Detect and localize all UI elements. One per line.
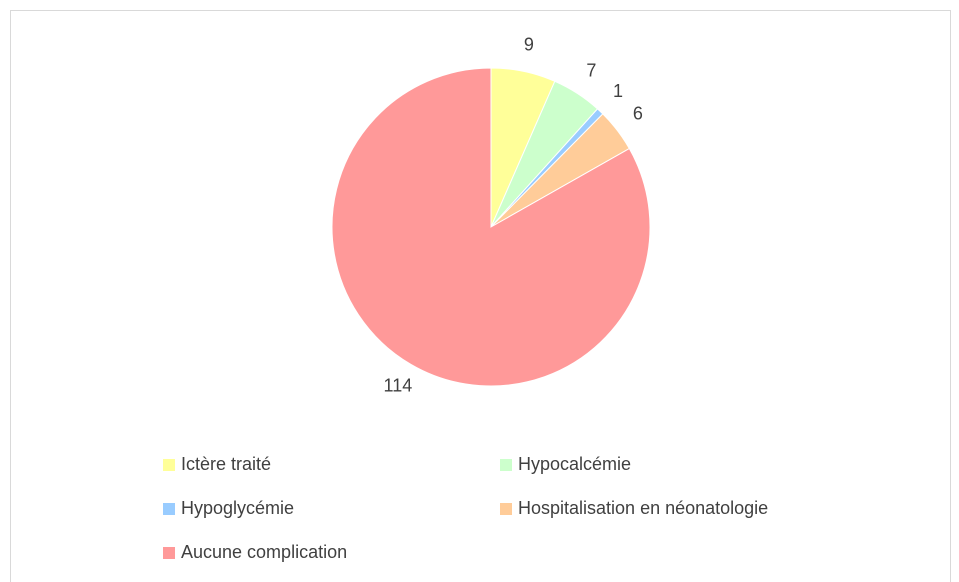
legend-swatch (500, 503, 512, 515)
legend-label: Ictère traité (181, 454, 271, 474)
legend-swatch (163, 547, 175, 559)
data-label: 1 (613, 81, 623, 101)
legend-label: Aucune complication (181, 542, 347, 562)
legend-label: Hospitalisation en néonatologie (518, 498, 768, 518)
data-label: 114 (384, 376, 413, 396)
data-label: 9 (524, 35, 534, 55)
legend-swatch (163, 459, 175, 471)
pie-slice (331, 67, 651, 387)
legend-swatch (163, 503, 175, 515)
legend-label: Hypoglycémie (181, 498, 294, 518)
legend-swatch (500, 459, 512, 471)
data-label: 6 (633, 103, 643, 123)
legend-label: Hypocalcémie (518, 454, 631, 474)
data-label: 7 (586, 60, 596, 80)
